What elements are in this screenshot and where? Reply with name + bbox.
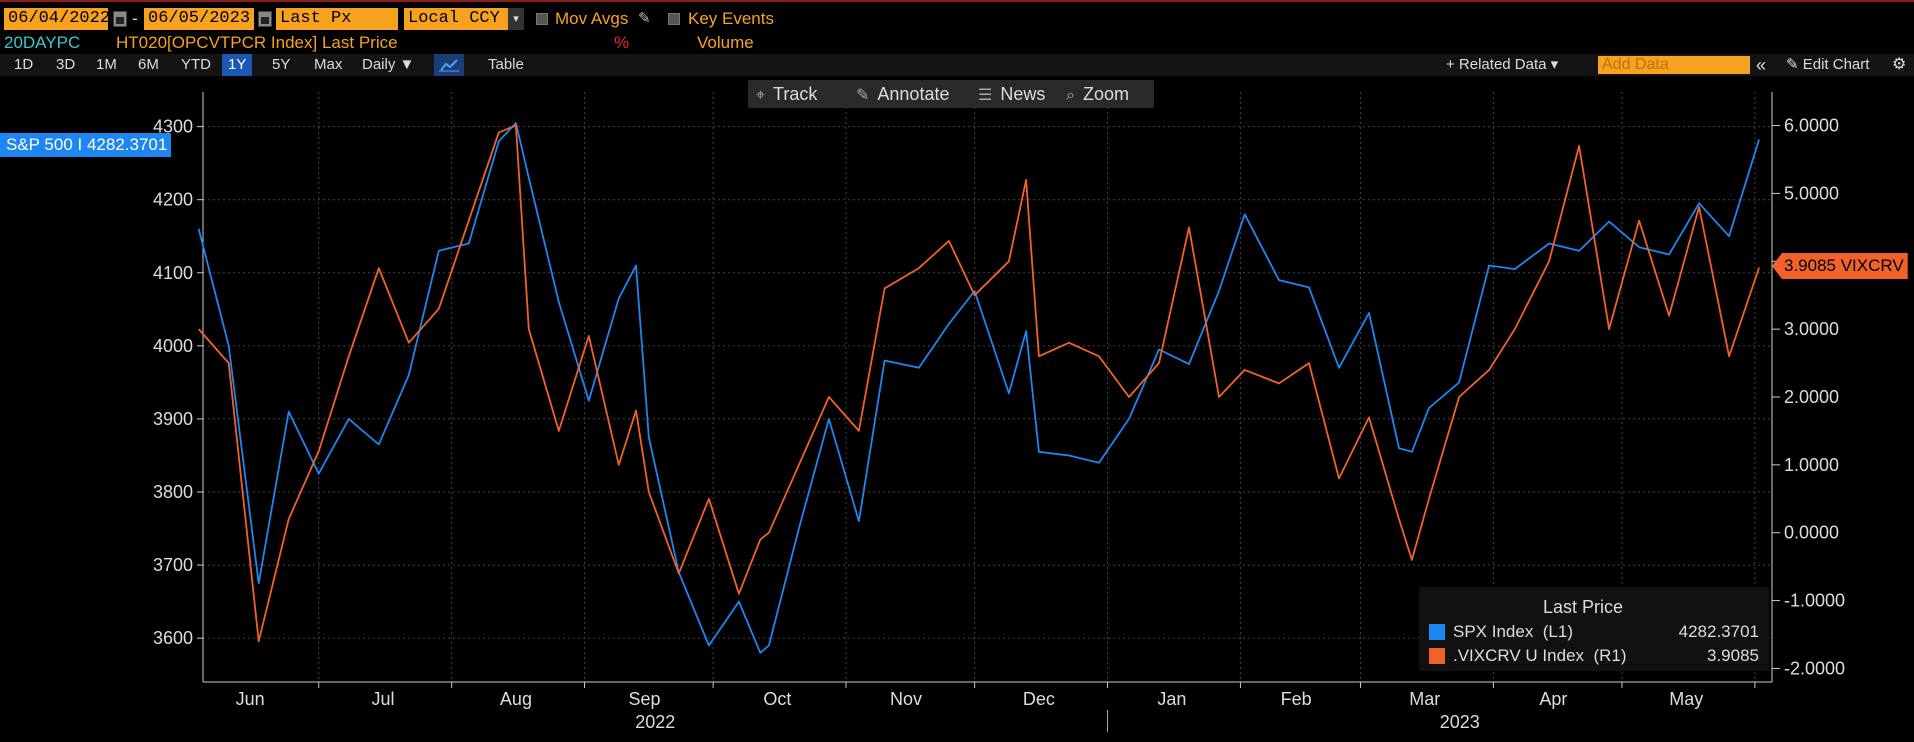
legend-item-name: SPX Index (L1) xyxy=(1453,622,1574,641)
left-axis-tick-label: 4300 xyxy=(153,117,193,137)
legend-item-value: 4282.3701 xyxy=(1678,622,1759,641)
line-chart-icon xyxy=(439,59,459,72)
right-axis-tick-label: -2.0000 xyxy=(1784,658,1845,678)
chart-axes xyxy=(197,92,1780,732)
x-axis-tick-label: Sep xyxy=(629,689,661,709)
pencil-icon[interactable]: ✎ xyxy=(638,10,651,27)
key-events-checkbox[interactable] xyxy=(668,13,680,25)
pct-label: % xyxy=(614,33,630,52)
header-controls: 06/04/2022 - 06/05/2023 Last Px Local CC… xyxy=(0,8,1914,30)
date-separator: - xyxy=(132,9,138,28)
x-axis-tick-label: Oct xyxy=(763,689,791,709)
vixcrv-last-value-tag: 3.9085 VIXCRV xyxy=(1772,253,1908,279)
news-button[interactable]: ☰ News xyxy=(978,84,1046,104)
year-label: 2023 xyxy=(1440,712,1480,732)
left-axis-tick-label: 3700 xyxy=(153,555,193,575)
right-axis-tick-label: 6.0000 xyxy=(1784,116,1839,136)
right-axis-tick-label: 0.0000 xyxy=(1784,523,1839,543)
right-axis-tick-label: 1.0000 xyxy=(1784,455,1839,475)
volume-label[interactable]: Volume xyxy=(697,33,754,52)
period-ytd[interactable]: YTD xyxy=(181,56,211,73)
currency-select[interactable]: Local CCY xyxy=(404,8,508,30)
left-axis-labels: 4300 4200 4100 4000 3900 3800 3700 3600 xyxy=(153,117,193,649)
x-axis-tick-label: Nov xyxy=(890,689,922,709)
x-axis-tick-label: Feb xyxy=(1281,689,1312,709)
year-label: 2022 xyxy=(635,712,675,732)
period-6m[interactable]: 6M xyxy=(138,56,159,73)
chart-series xyxy=(197,122,1760,654)
gear-icon[interactable]: ⚙ xyxy=(1892,56,1907,73)
x-axis-tick-label: Dec xyxy=(1023,689,1055,709)
study-name[interactable]: 20DAYPC xyxy=(4,33,81,52)
chart-floating-toolbar: ⌖ Track ✎ Annotate ☰ News ⌕ Zoom xyxy=(748,80,1154,108)
legend-item-spx[interactable]: SPX Index (L1) 4282.3701 xyxy=(1429,621,1759,643)
pen-icon: ✎ xyxy=(856,87,870,104)
start-date-field[interactable]: 06/04/2022 xyxy=(4,8,110,30)
spx-series-line xyxy=(197,122,1760,654)
x-axis-tick-label: Aug xyxy=(500,689,532,709)
study-legend-row: 20DAYPC HT020[OPCVTPCR Index] Last Price… xyxy=(0,33,1914,53)
chart-toolbar: 1D 3D 1M 6M YTD 1Y 5Y Max Daily ▼ Table … xyxy=(0,54,1914,76)
x-axis-tick-label: Jan xyxy=(1157,689,1186,709)
legend-swatch xyxy=(1429,624,1445,640)
table-button[interactable]: Table xyxy=(488,56,524,73)
left-axis-tick-label: 4100 xyxy=(153,263,193,283)
spx-last-value-tag: S&P 500 I 4282.3701 xyxy=(0,133,172,157)
edit-chart-button[interactable]: ✎ Edit Chart xyxy=(1786,56,1870,73)
x-axis-tick-label: Jun xyxy=(236,689,265,709)
study-series[interactable]: HT020[OPCVTPCR Index] Last Price xyxy=(116,33,398,52)
period-5y[interactable]: 5Y xyxy=(272,56,291,73)
left-axis-tick-label: 3900 xyxy=(153,409,193,429)
right-axis-labels: 6.00005.00004.00003.00002.00001.00000.00… xyxy=(1784,116,1845,679)
x-axis-labels: Jun Jul Aug Sep Oct Nov Dec Jan Feb Mar Apr May 2022… xyxy=(236,689,1704,732)
period-1m[interactable]: 1M xyxy=(96,56,117,73)
right-axis-tick-label: 5.0000 xyxy=(1784,183,1839,203)
collapse-button[interactable]: « xyxy=(1756,55,1767,75)
magnifier-icon: ⌕ xyxy=(1066,87,1075,104)
frequency-select[interactable]: Daily ▼ xyxy=(362,56,415,73)
x-axis-tick-label: Apr xyxy=(1539,689,1567,709)
left-axis-tick-label: 4200 xyxy=(153,190,193,210)
legend-title: Last Price xyxy=(1543,597,1624,617)
x-axis-tick-label: Mar xyxy=(1409,689,1440,709)
left-axis-tick-label: 3600 xyxy=(153,628,193,648)
calendar-icon[interactable] xyxy=(258,11,272,27)
period-1d[interactable]: 1D xyxy=(14,56,34,73)
price-field-select[interactable]: Last Px xyxy=(276,8,398,30)
x-axis-tick-label: May xyxy=(1669,689,1703,709)
chevron-down-icon[interactable]: ▾ xyxy=(508,8,524,30)
period-1y[interactable]: 1Y xyxy=(222,54,253,76)
window-top-border xyxy=(0,0,1914,2)
list-icon: ☰ xyxy=(978,87,993,104)
track-button[interactable]: ⌖ Track xyxy=(756,84,818,104)
legend-item-value: 3.9085 xyxy=(1707,646,1759,665)
legend-swatch xyxy=(1429,648,1445,664)
right-axis-tick-label: -1.0000 xyxy=(1784,591,1845,611)
right-axis-tick-label: 3.0000 xyxy=(1784,319,1839,339)
mov-avgs-label[interactable]: Mov Avgs xyxy=(555,9,629,28)
annotate-button[interactable]: ✎ Annotate xyxy=(856,84,950,104)
left-axis-tick-label: 4000 xyxy=(153,336,193,356)
x-axis-tick-label: Jul xyxy=(372,689,395,709)
end-date-field[interactable]: 06/05/2023 xyxy=(144,8,254,30)
calendar-icon[interactable] xyxy=(113,11,127,27)
period-3d[interactable]: 3D xyxy=(56,56,76,73)
related-data-button[interactable]: + Related Data ▾ xyxy=(1446,56,1559,73)
vixcrv-series-line xyxy=(198,124,1760,643)
zoom-button[interactable]: ⌕ Zoom xyxy=(1066,84,1129,104)
add-data-input[interactable]: Add Data xyxy=(1598,56,1750,74)
mov-avgs-checkbox[interactable] xyxy=(536,13,548,25)
right-axis-tick-label: 2.0000 xyxy=(1784,387,1839,407)
period-max[interactable]: Max xyxy=(314,56,343,73)
legend-item-vixcrv[interactable]: .VIXCRV U Index (R1) 3.9085 xyxy=(1429,645,1759,667)
legend-item-name: .VIXCRV U Index (R1) xyxy=(1453,646,1627,665)
chart-type-icon[interactable] xyxy=(434,54,464,76)
key-events-label[interactable]: Key Events xyxy=(688,9,774,28)
crosshair-icon: ⌖ xyxy=(756,87,766,104)
left-axis-tick-label: 3800 xyxy=(153,482,193,502)
chart-legend[interactable]: Last Price SPX Index (L1) 4282.3701 .VIX… xyxy=(1419,587,1769,671)
